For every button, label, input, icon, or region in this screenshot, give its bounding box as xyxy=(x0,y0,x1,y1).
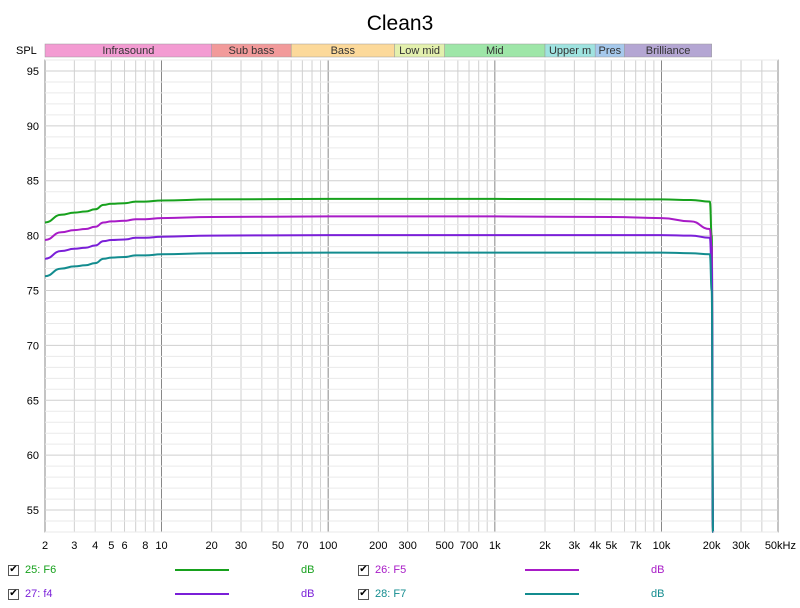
chart-title: Clean3 xyxy=(367,12,434,35)
x-axis-ticks: 2 3 4 5 6 8 10 20 30 50 70 100 200 300 500 700 1k 2k 3k 4k 5… xyxy=(42,540,796,552)
y-tick-label: 90 xyxy=(27,121,39,133)
legend-label: 26: F5 xyxy=(375,564,407,576)
x-tick-label: 8 xyxy=(142,540,148,552)
x-tick-label: 30k xyxy=(732,540,750,552)
chart: Clean3 SPL Infrasound Sub bass Bass Low mid… xyxy=(16,12,796,552)
x-tick-label: 5k xyxy=(606,540,618,552)
legend-checkbox[interactable]: ✔ xyxy=(8,564,19,576)
x-tick-label: 20k xyxy=(703,540,721,552)
legend-unit: dB xyxy=(301,564,315,576)
series-lines xyxy=(44,197,715,533)
x-tick-label: 10 xyxy=(155,540,167,552)
legend-item: ✔ 28: F7 dB xyxy=(358,584,671,604)
x-tick-label: 300 xyxy=(399,540,417,552)
y-axis-ticks: 95 90 85 80 75 70 65 60 55 xyxy=(27,66,39,517)
plot-area[interactable] xyxy=(44,59,779,533)
frequency-bands: Infrasound Sub bass Bass Low mid Mid Upper m P… xyxy=(44,43,712,58)
x-tick-label: 20 xyxy=(206,540,218,552)
y-tick-label: 65 xyxy=(27,395,39,407)
y-tick-label: 55 xyxy=(27,505,39,517)
x-tick-label: 5 xyxy=(108,540,114,552)
legend-checkbox[interactable]: ✔ xyxy=(358,588,369,600)
series-line-3 xyxy=(44,251,715,533)
legend-checkbox[interactable]: ✔ xyxy=(358,564,369,576)
legend-unit: dB xyxy=(301,588,315,600)
x-tick-label: 500 xyxy=(435,540,453,552)
legend-label: 28: F7 xyxy=(375,588,407,600)
band-label: Pres xyxy=(599,45,622,57)
x-tick-label: 4k xyxy=(589,540,601,552)
y-tick-label: 85 xyxy=(27,176,39,188)
y-tick-label: 60 xyxy=(27,450,39,462)
legend-swatch xyxy=(175,593,229,595)
x-tick-label: 6 xyxy=(121,540,127,552)
legend-item: ✔ 27: f4 dB xyxy=(8,584,321,604)
x-tick-label: 3 xyxy=(71,540,77,552)
legend-swatch xyxy=(525,569,579,571)
band-label: Sub bass xyxy=(228,45,274,57)
x-tick-label: 10k xyxy=(653,540,671,552)
series-line-2 xyxy=(44,234,715,533)
x-tick-label: 50kHz xyxy=(765,540,796,552)
band-label: Mid xyxy=(486,45,504,57)
band-7 xyxy=(624,43,712,58)
x-tick-label: 200 xyxy=(369,540,387,552)
y-tick-label: 95 xyxy=(27,66,39,78)
band-label: Infrasound xyxy=(102,45,154,57)
y-tick-label: 80 xyxy=(27,231,39,243)
legend-unit: dB xyxy=(651,588,665,600)
x-tick-label: 3k xyxy=(569,540,581,552)
x-tick-label: 700 xyxy=(460,540,478,552)
y-axis-label: SPL xyxy=(16,45,37,57)
series-line-0 xyxy=(44,197,715,533)
x-tick-label: 7k xyxy=(630,540,642,552)
y-tick-label: 70 xyxy=(27,340,39,352)
x-tick-label: 100 xyxy=(319,540,337,552)
legend-swatch xyxy=(525,593,579,595)
x-tick-label: 50 xyxy=(272,540,284,552)
x-tick-label: 30 xyxy=(235,540,247,552)
band-label: Bass xyxy=(331,45,356,57)
x-tick-label: 2 xyxy=(42,540,48,552)
legend-unit: dB xyxy=(651,564,665,576)
legend-item: ✔ 25: F6 dB xyxy=(8,560,321,580)
legend-swatch xyxy=(175,569,229,571)
x-tick-label: 4 xyxy=(92,540,98,552)
x-tick-label: 2k xyxy=(539,540,551,552)
legend-item: ✔ 26: F5 dB xyxy=(358,560,671,580)
band-label: Low mid xyxy=(399,45,440,57)
legend-label: 27: f4 xyxy=(25,588,53,600)
band-label: Upper m xyxy=(549,45,591,57)
legend-label: 25: F6 xyxy=(25,564,57,576)
series-line-1 xyxy=(44,215,715,533)
band-label: Brilliance xyxy=(646,45,691,57)
grid-lines xyxy=(45,59,778,533)
y-tick-label: 75 xyxy=(27,286,39,298)
x-tick-label: 1k xyxy=(489,540,501,552)
x-tick-label: 70 xyxy=(296,540,308,552)
legend-checkbox[interactable]: ✔ xyxy=(8,588,19,600)
